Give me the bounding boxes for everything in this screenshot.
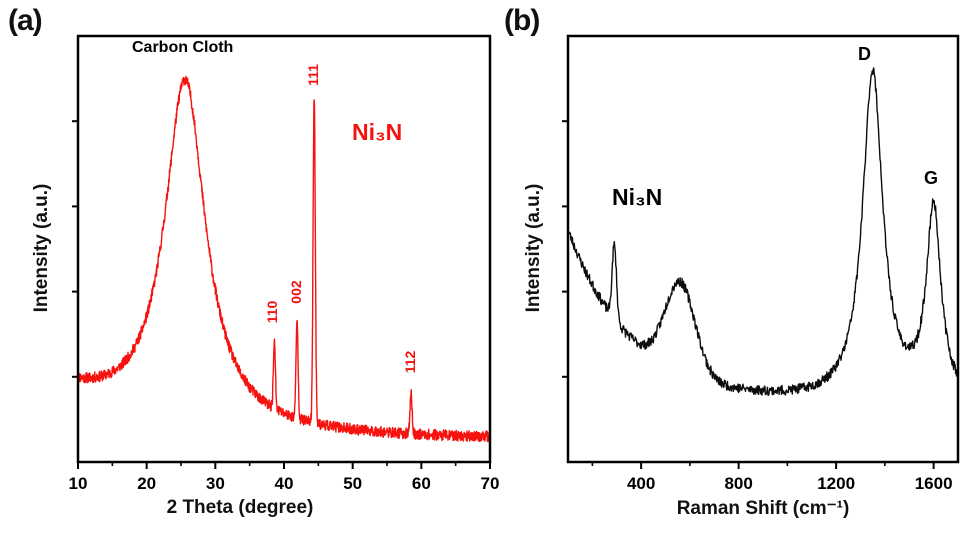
x-tick-label: 1200	[817, 474, 855, 493]
xrd-svg: 10 20 30 40 50 60 70	[69, 34, 500, 493]
ni3n-annotation-a: Ni₃N	[352, 119, 403, 145]
x-tick-label: 800	[724, 474, 752, 493]
x-tick-label: 20	[137, 474, 156, 493]
ni3n-annotation-b: Ni₃N	[612, 184, 663, 210]
raman-y-axis-label: Intensity (a.u.)	[523, 183, 544, 313]
x-tick-label: 30	[206, 474, 225, 493]
plot-frame	[566, 34, 960, 464]
x-tick-label: 70	[481, 474, 500, 493]
raman-plot-area: 400 800 1200 1600	[500, 0, 980, 536]
raman-x-axis-label: Raman Shift (cm⁻¹)	[676, 498, 850, 519]
raman-panel: 400 800 1200 1600 (b) Intensity (a.u.) Rama…	[500, 0, 980, 536]
plot-frame	[76, 34, 492, 464]
x-tick-label: 40	[275, 474, 294, 493]
raman-svg: 400 800 1200 1600	[562, 34, 960, 493]
peak-label-002: 002	[288, 280, 304, 304]
xrd-panel: 10 20 30 40 50 60 70 (a) Intensity (a.u.) 2 Th…	[8, 4, 500, 518]
panel-label-a: (a)	[8, 4, 43, 37]
xrd-x-axis-label: 2 Theta (degree)	[166, 497, 314, 518]
raman-curve	[568, 67, 958, 396]
peak-label-110: 110	[264, 300, 280, 324]
xrd-curve	[78, 75, 490, 443]
x-tick-label: 10	[69, 474, 88, 493]
panel-label-b: (b)	[504, 4, 540, 37]
peak-label-112: 112	[402, 350, 418, 374]
xrd-plot-area: 10 20 30 40 50 60 70	[69, 34, 500, 493]
x-tick-label: 1600	[915, 474, 953, 493]
x-tick-label: 60	[412, 474, 431, 493]
x-tick-label: 400	[627, 474, 655, 493]
x-tick-label: 50	[343, 474, 362, 493]
xrd-y-axis-label: Intensity (a.u.)	[31, 183, 52, 313]
carbon-cloth-annotation: Carbon Cloth	[132, 39, 234, 56]
peak-label-111: 111	[305, 64, 321, 86]
g-band-label: G	[924, 168, 939, 188]
d-band-label: D	[858, 44, 871, 64]
